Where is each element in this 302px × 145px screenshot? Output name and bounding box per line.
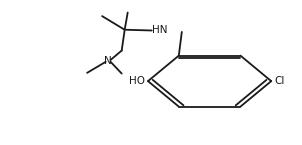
Text: Cl: Cl bbox=[274, 76, 284, 86]
Text: N: N bbox=[104, 56, 112, 66]
Text: HN: HN bbox=[152, 26, 167, 36]
Text: HO: HO bbox=[129, 76, 145, 86]
